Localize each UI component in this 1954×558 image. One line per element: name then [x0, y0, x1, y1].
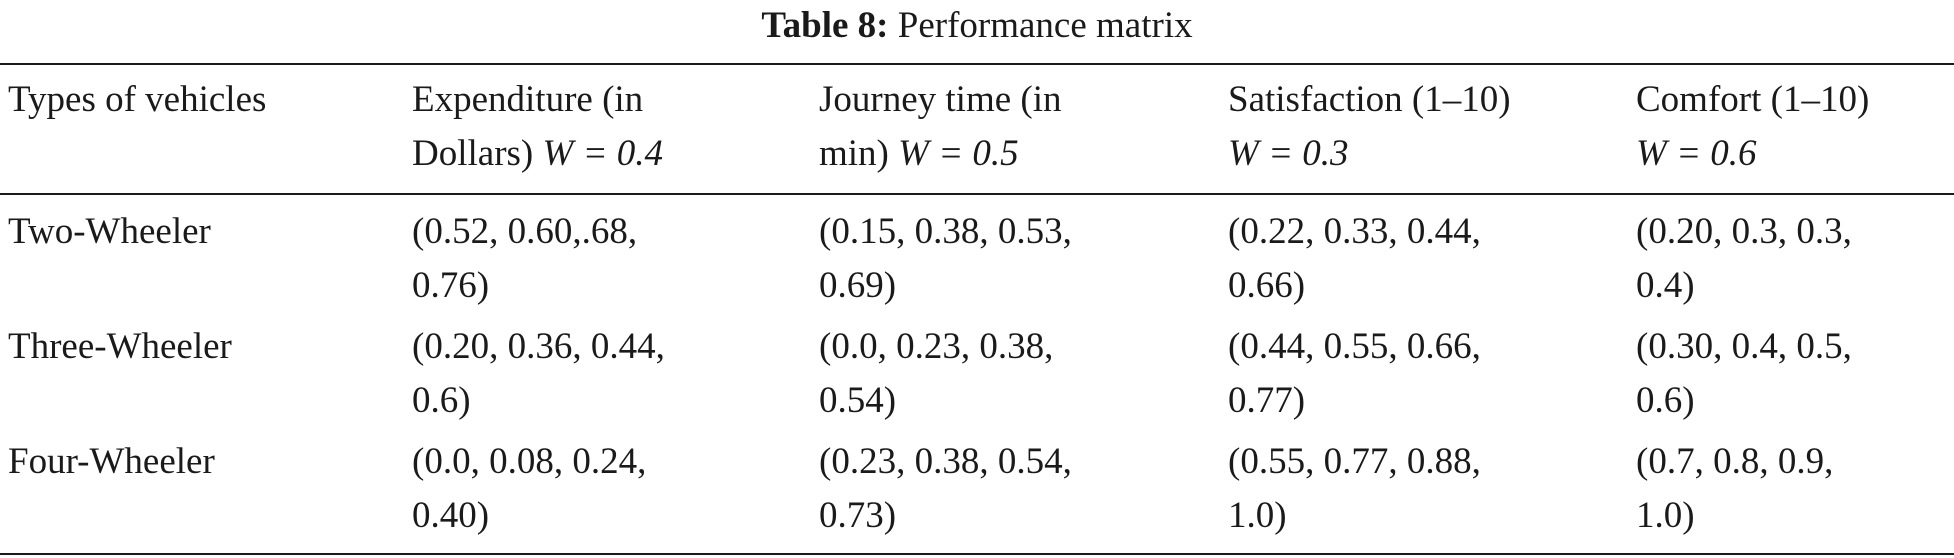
weight-journey-time: W = 0.5 — [898, 133, 1019, 174]
row-name-four-wheeler: Four-Wheeler — [8, 441, 215, 482]
table-cell: (0.20, 0.36, 0.44, 0.6) — [412, 326, 665, 421]
table-cell: (0.52, 0.60,.68, 0.76) — [412, 211, 638, 306]
row-name-two-wheeler: Two-Wheeler — [8, 211, 211, 252]
bottom-rule — [0, 553, 1954, 555]
table-cell: (0.20, 0.3, 0.3, 0.4) — [1636, 211, 1852, 306]
header-vehicle-types: Types of vehicles — [8, 79, 267, 120]
table-cell: (0.23, 0.38, 0.54, 0.73) — [819, 441, 1072, 536]
weight-comfort: W = 0.6 — [1636, 133, 1757, 174]
table-label: Table 8: — [761, 5, 889, 46]
header-rule — [0, 193, 1954, 195]
table-cell: (0.0, 0.08, 0.24, 0.40) — [412, 441, 647, 536]
table-cell: (0.22, 0.33, 0.44, 0.66) — [1228, 211, 1481, 306]
header-satisfaction: Satisfaction (1–10) W = 0.3 — [1228, 79, 1511, 174]
header-expenditure: Expenditure (in Dollars) W = 0.4 — [412, 79, 664, 174]
top-rule — [0, 63, 1954, 65]
table-cell: (0.15, 0.38, 0.53, 0.69) — [819, 211, 1072, 306]
table-cell: (0.44, 0.55, 0.66, 0.77) — [1228, 326, 1481, 421]
table-caption: Table 8: Performance matrix — [0, 0, 1954, 50]
row-name-three-wheeler: Three-Wheeler — [8, 326, 232, 367]
table-cell: (0.0, 0.23, 0.38, 0.54) — [819, 326, 1054, 421]
table-cell: (0.7, 0.8, 0.9, 1.0) — [1636, 441, 1834, 536]
table-cell: (0.55, 0.77, 0.88, 1.0) — [1228, 441, 1481, 536]
header-journey-time: Journey time (in min) W = 0.5 — [819, 79, 1062, 174]
table-title: Performance matrix — [897, 5, 1193, 46]
weight-satisfaction: W = 0.3 — [1228, 133, 1349, 174]
header-comfort: Comfort (1–10) W = 0.6 — [1636, 79, 1870, 174]
table-cell: (0.30, 0.4, 0.5, 0.6) — [1636, 326, 1852, 421]
weight-expenditure: W = 0.4 — [542, 133, 664, 174]
